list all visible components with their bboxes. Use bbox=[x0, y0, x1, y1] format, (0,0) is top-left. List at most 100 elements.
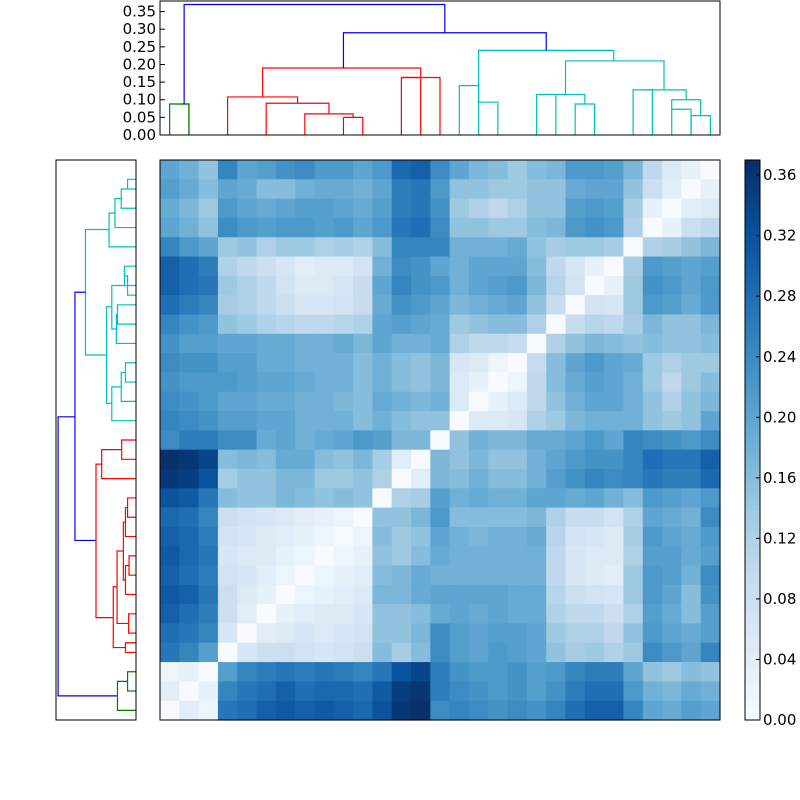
heatmap-cell bbox=[430, 275, 451, 296]
heatmap-cell bbox=[333, 179, 354, 200]
heatmap-cell bbox=[353, 604, 374, 625]
heatmap-cell bbox=[526, 449, 547, 470]
heatmap-cell bbox=[468, 179, 489, 200]
heatmap-cell bbox=[604, 275, 625, 296]
heatmap-cell bbox=[526, 526, 547, 547]
heatmap-cell bbox=[430, 681, 451, 702]
heatmap-cell bbox=[565, 333, 586, 354]
heatmap-cell bbox=[256, 295, 277, 316]
colorbar-segment bbox=[745, 590, 760, 596]
heatmap-cell bbox=[256, 623, 277, 644]
heatmap-cell bbox=[295, 449, 316, 470]
heatmap-cell bbox=[565, 217, 586, 238]
heatmap-cell bbox=[333, 198, 354, 219]
colorbar-segment bbox=[745, 295, 760, 301]
heatmap-cell bbox=[160, 160, 180, 180]
heatmap-cell bbox=[353, 700, 374, 721]
heatmap-cell bbox=[681, 642, 702, 663]
heatmap-cell bbox=[623, 662, 644, 682]
heatmap-cell bbox=[642, 565, 663, 586]
heatmap-cell bbox=[256, 526, 277, 547]
heatmap-cell bbox=[256, 217, 277, 238]
heatmap-cell bbox=[449, 700, 470, 721]
heatmap-cell bbox=[449, 314, 470, 335]
heatmap-cell bbox=[584, 681, 605, 702]
colorbar-segment bbox=[745, 315, 760, 321]
heatmap-cell bbox=[391, 256, 412, 277]
top-dendrogram-link bbox=[564, 60, 665, 95]
heatmap-cell bbox=[468, 565, 489, 586]
heatmap-cell bbox=[526, 217, 547, 238]
colorbar-segment bbox=[745, 320, 760, 326]
heatmap-cell bbox=[565, 275, 586, 296]
colorbar-segment bbox=[745, 370, 760, 376]
heatmap-cell bbox=[449, 256, 470, 277]
heatmap-cell bbox=[642, 642, 663, 663]
heatmap-cell bbox=[584, 275, 605, 296]
heatmap-cell bbox=[160, 295, 180, 316]
heatmap-cell bbox=[411, 160, 431, 180]
heatmap-cell bbox=[507, 411, 528, 431]
heatmap-cell bbox=[391, 372, 412, 393]
colorbar-tick-label: 0.12 bbox=[763, 529, 796, 547]
heatmap-cell bbox=[217, 333, 238, 354]
heatmap-cell bbox=[295, 488, 316, 509]
heatmap-cell bbox=[604, 642, 625, 663]
heatmap-cell bbox=[526, 623, 547, 644]
heatmap-cell bbox=[565, 488, 586, 509]
heatmap-cell bbox=[623, 198, 644, 219]
heatmap-cell bbox=[256, 275, 277, 296]
heatmap-cell bbox=[179, 372, 200, 393]
colorbar-segment bbox=[745, 630, 760, 636]
heatmap-cell bbox=[449, 237, 470, 258]
heatmap-cell bbox=[237, 468, 258, 489]
heatmap-cell bbox=[198, 391, 219, 412]
heatmap-cell bbox=[623, 623, 644, 644]
heatmap-cell bbox=[179, 604, 200, 625]
colorbar-segment bbox=[745, 545, 760, 551]
heatmap-cell bbox=[295, 681, 316, 702]
heatmap-cell bbox=[372, 623, 393, 644]
heatmap-cell bbox=[411, 700, 431, 721]
heatmap-cell bbox=[256, 411, 277, 431]
heatmap-cell bbox=[179, 411, 200, 431]
colorbar-segment bbox=[745, 405, 760, 411]
left-dendrogram bbox=[55, 159, 137, 721]
heatmap-cell bbox=[353, 507, 374, 528]
heatmap-cell bbox=[526, 314, 547, 335]
heatmap-cell bbox=[391, 507, 412, 528]
top-dendrogram-link bbox=[226, 96, 299, 118]
heatmap-cell bbox=[333, 488, 354, 509]
heatmap-cell bbox=[700, 681, 721, 702]
colorbar-segment bbox=[745, 440, 760, 446]
heatmap-cell bbox=[700, 275, 721, 296]
heatmap-cell bbox=[333, 256, 354, 277]
heatmap-cell bbox=[623, 179, 644, 200]
colorbar-segment bbox=[745, 460, 760, 466]
heatmap-cell bbox=[662, 642, 682, 663]
heatmap-cell bbox=[217, 623, 238, 644]
top-dendrogram-link bbox=[632, 89, 654, 135]
heatmap-cell bbox=[372, 256, 393, 277]
heatmap-cell bbox=[372, 275, 393, 296]
heatmap-cell bbox=[333, 449, 354, 470]
heatmap-cell bbox=[411, 642, 431, 663]
colorbar: 0.00 0.04 0.08 0.12 0.16 0.20 0.24 0.28 0.32 0.36 bbox=[744, 159, 796, 729]
heatmap-cell bbox=[681, 468, 702, 489]
heatmap-cell bbox=[411, 411, 431, 431]
heatmap-cell bbox=[275, 623, 296, 644]
heatmap-cell bbox=[488, 662, 509, 682]
heatmap-cell bbox=[372, 507, 393, 528]
heatmap-cell bbox=[314, 604, 335, 625]
heatmap-cell bbox=[681, 526, 702, 547]
heatmap-cell bbox=[507, 430, 528, 451]
heatmap-cell bbox=[295, 565, 316, 586]
heatmap-cell bbox=[546, 681, 567, 702]
colorbar-segment bbox=[745, 280, 760, 286]
heatmap-cell bbox=[314, 642, 335, 663]
heatmap-cell bbox=[700, 217, 721, 238]
heatmap-cell bbox=[507, 468, 528, 489]
heatmap-cell bbox=[681, 333, 702, 354]
colorbar-segment bbox=[745, 260, 760, 266]
heatmap-cell bbox=[217, 217, 238, 238]
